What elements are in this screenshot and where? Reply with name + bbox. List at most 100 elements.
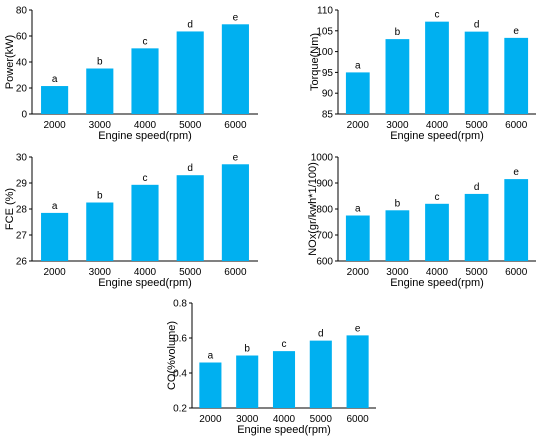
power-y-tick-label: 80 [16, 6, 28, 17]
co-bar [236, 355, 259, 408]
power-bar [41, 86, 69, 114]
fce-y-tick-label: 28 [16, 205, 28, 216]
co-bar-letter: c [282, 339, 287, 350]
co-y-tick-label: 0.2 [173, 404, 187, 415]
fce-x-tick-label: 6000 [224, 267, 247, 278]
fce-bar-letter: c [143, 173, 148, 184]
nox-bar-letter: e [513, 167, 519, 178]
nox-bar-letter: d [474, 182, 480, 193]
fce-bar-letter: e [233, 152, 239, 163]
torque-bar [464, 31, 489, 114]
power-bar [131, 48, 159, 114]
co-x-tick-label: 5000 [310, 414, 333, 425]
fce-x-axis-label: Engine speed(rpm) [98, 277, 192, 289]
nox-bar [464, 193, 489, 261]
nox-y-tick-label: 800 [316, 205, 333, 216]
co-bar [309, 340, 332, 408]
torque-bar-letter: b [395, 27, 401, 38]
nox-bar [385, 210, 410, 261]
chart-torque: 85 90 95 100 105 110 a 2000 b 3000 c 4000 d 5000 e 6000… [309, 6, 536, 142]
nox-x-tick-label: 4000 [426, 267, 449, 278]
torque-bar [345, 72, 370, 114]
co-x-tick-label: 2000 [199, 414, 222, 425]
torque-y-tick-label: 100 [316, 47, 333, 58]
nox-bar-letter: c [435, 192, 440, 203]
torque-x-axis-label: Engine speed(rpm) [390, 130, 484, 142]
nox-y-tick-label: 1000 [311, 153, 334, 164]
torque-x-tick-label: 3000 [386, 120, 409, 131]
torque-bar-letter: e [513, 26, 519, 37]
power-bar-letter: b [97, 57, 103, 68]
power-bar [176, 31, 204, 115]
co-y-axis-label: CO(%volume) [166, 321, 178, 390]
nox-bar [425, 203, 449, 261]
torque-bar-letter: a [355, 60, 361, 71]
chart-co: 0.2 0.4 0.6 0.8 a 2000 b 3000 c 4000 d 5000 e 6000 Eng… [166, 299, 376, 436]
torque-x-tick-label: 4000 [426, 120, 449, 131]
torque-bar [504, 37, 529, 114]
co-x-tick-label: 6000 [346, 414, 369, 425]
fce-bar-letter: d [187, 163, 193, 174]
nox-y-tick-label: 600 [316, 257, 333, 268]
power-bar [86, 68, 114, 114]
co-x-tick-label: 4000 [273, 414, 296, 425]
co-bar-letter: e [355, 323, 361, 334]
power-x-tick-label: 3000 [89, 120, 112, 131]
fce-y-tick-label: 27 [16, 231, 28, 242]
torque-x-tick-label: 2000 [347, 120, 370, 131]
fce-bar [221, 164, 249, 261]
fce-y-tick-label: 26 [16, 257, 28, 268]
fce-bar [176, 175, 204, 261]
chart-fce: 26 27 28 29 30 a 2000 b 3000 c 4000 d 5000 e 6000 Engin… [4, 152, 258, 289]
power-bar-letter: d [187, 19, 193, 30]
power-bar-letter: e [233, 12, 239, 23]
torque-bar [385, 39, 410, 115]
co-y-tick-label: 0.6 [173, 334, 187, 345]
torque-bar [425, 21, 449, 114]
power-bar-letter: c [143, 36, 148, 47]
fce-x-tick-label: 5000 [179, 267, 202, 278]
fce-bar [131, 184, 159, 261]
nox-y-axis-label: NOx(gr/kwh*1/100) [307, 162, 319, 256]
fce-x-tick-label: 4000 [134, 267, 157, 278]
torque-y-tick-label: 90 [322, 89, 334, 100]
co-bar-letter: b [244, 344, 250, 355]
fce-y-axis-label: FCE (%) [4, 188, 16, 230]
torque-x-tick-label: 5000 [465, 120, 488, 131]
torque-y-tick-label: 110 [317, 6, 333, 17]
co-y-tick-label: 0.8 [173, 299, 187, 310]
co-bar-letter: d [318, 329, 324, 340]
torque-bar-letter: c [435, 10, 440, 21]
co-x-tick-label: 3000 [236, 414, 259, 425]
nox-bar [504, 179, 529, 261]
torque-x-tick-label: 6000 [505, 120, 528, 131]
fce-y-tick-label: 30 [16, 153, 28, 164]
power-x-tick-label: 6000 [224, 120, 247, 131]
torque-y-tick-label: 85 [322, 110, 334, 121]
fce-bar-letter: a [52, 201, 58, 212]
co-bar [272, 351, 296, 408]
nox-x-tick-label: 5000 [465, 267, 488, 278]
chart-power: 0 20 40 60 80 a 2000 b 3000 c 4000 d 5000 e 6000 Engine… [4, 6, 258, 142]
power-y-tick-label: 0 [21, 110, 27, 121]
co-bar-letter: a [208, 351, 214, 362]
power-y-tick-label: 60 [16, 32, 28, 43]
fce-x-tick-label: 2000 [43, 267, 66, 278]
fce-x-tick-label: 3000 [89, 267, 112, 278]
co-bar [199, 362, 222, 408]
torque-y-axis-label: Torque(Nm) [309, 33, 321, 91]
nox-y-tick-label: 700 [316, 231, 333, 242]
power-bar-letter: a [52, 74, 58, 85]
fce-bar-letter: b [97, 191, 103, 202]
nox-bar [345, 215, 370, 261]
nox-x-tick-label: 3000 [386, 267, 409, 278]
power-x-axis-label: Engine speed(rpm) [98, 130, 192, 142]
power-x-tick-label: 2000 [43, 120, 66, 131]
torque-bar-letter: d [474, 20, 480, 31]
nox-x-tick-label: 2000 [347, 267, 370, 278]
nox-bar-letter: b [395, 198, 401, 209]
power-x-tick-label: 4000 [134, 120, 157, 131]
power-bar [221, 24, 249, 114]
nox-x-axis-label: Engine speed(rpm) [390, 277, 484, 289]
